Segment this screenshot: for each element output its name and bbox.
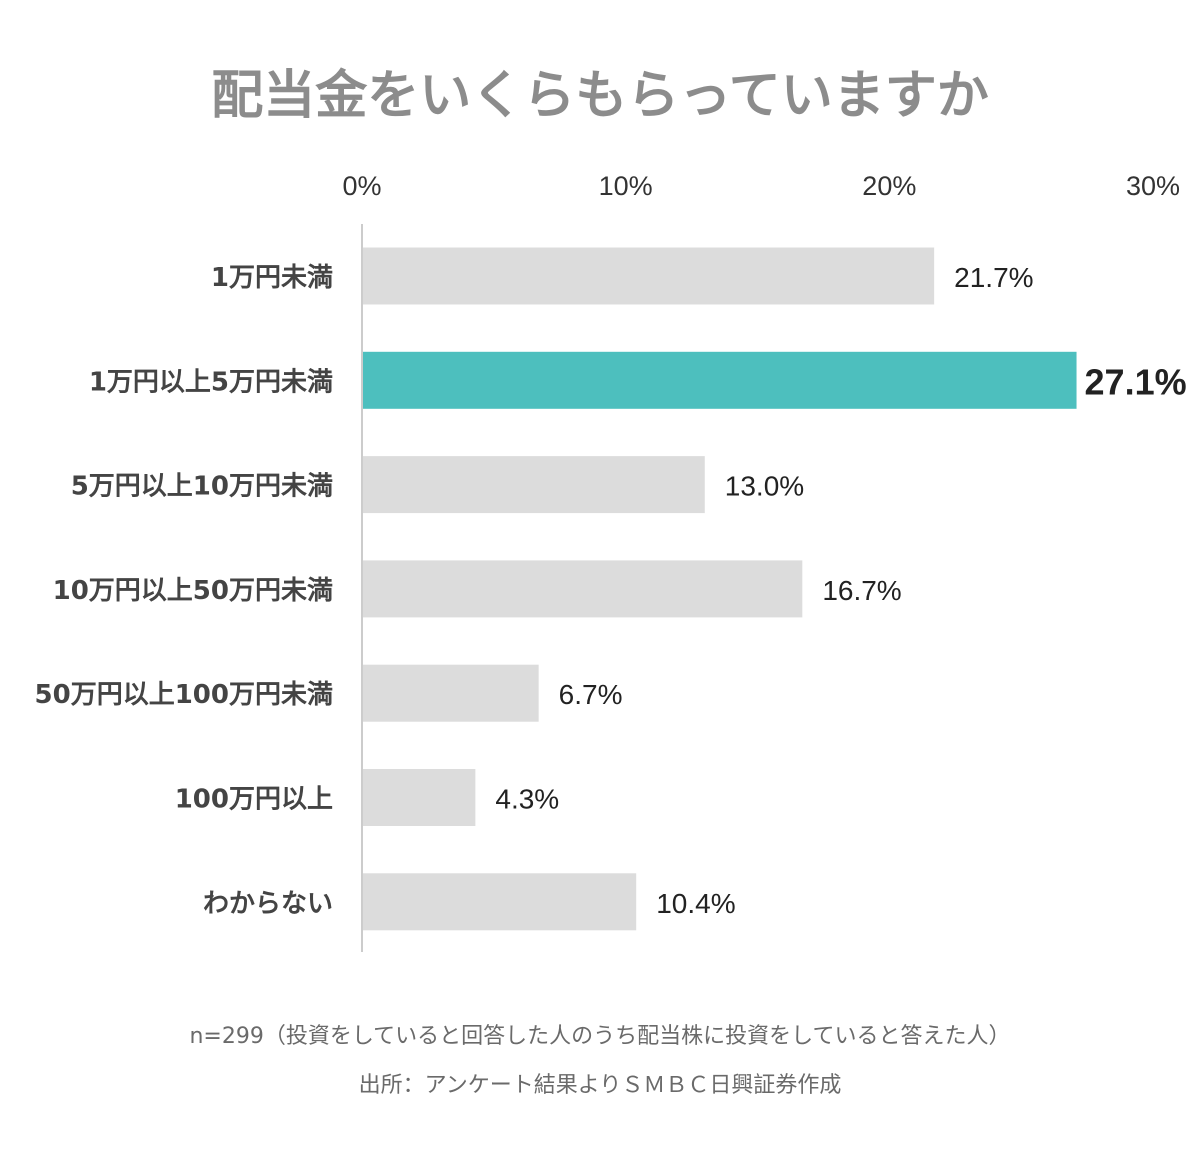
category-label: 10万円以上50万円未満 bbox=[53, 576, 333, 606]
value-label-highlight: 27.1% bbox=[1085, 361, 1187, 402]
value-label: 6.7% bbox=[559, 679, 623, 710]
category-label: 1万円以上5万円未満 bbox=[89, 367, 333, 397]
category-label: 50万円以上100万円未満 bbox=[35, 680, 333, 710]
x-tick-label: 0% bbox=[342, 171, 381, 201]
value-label: 4.3% bbox=[495, 784, 559, 815]
sample-note: n=299（投資をしていると回答した人のうち配当株に投資をしていると答えた人） bbox=[189, 1024, 1010, 1049]
x-axis-ticks: 0% 10% 20% 30% bbox=[342, 171, 1180, 201]
bar bbox=[363, 351, 1077, 409]
x-tick-label: 10% bbox=[599, 171, 653, 201]
bar bbox=[363, 456, 705, 514]
bar bbox=[363, 247, 935, 305]
bar bbox=[363, 664, 539, 722]
bar bbox=[363, 873, 637, 931]
bars: 1万円未満 21.7% 1万円以上5万円未満 27.1% 5万円以上10万円未満 13.0… bbox=[35, 247, 1187, 931]
bar bbox=[363, 769, 476, 826]
chart-title: 配当金をいくらもらっていますか bbox=[211, 66, 988, 126]
category-label: 100万円以上 bbox=[175, 785, 333, 815]
category-label: わからない bbox=[203, 889, 333, 919]
x-tick-label: 20% bbox=[862, 171, 916, 201]
category-label: 1万円未満 bbox=[211, 263, 333, 293]
value-label: 13.0% bbox=[725, 471, 804, 502]
value-label: 16.7% bbox=[822, 575, 901, 606]
category-label: 5万円以上10万円未満 bbox=[71, 472, 333, 502]
value-label: 21.7% bbox=[954, 262, 1033, 293]
value-label: 10.4% bbox=[656, 888, 735, 919]
source-note: 出所：アンケート結果よりＳＭＢＣ日興証券作成 bbox=[359, 1073, 842, 1098]
x-tick-label: 30% bbox=[1126, 171, 1180, 201]
bar bbox=[363, 560, 803, 618]
